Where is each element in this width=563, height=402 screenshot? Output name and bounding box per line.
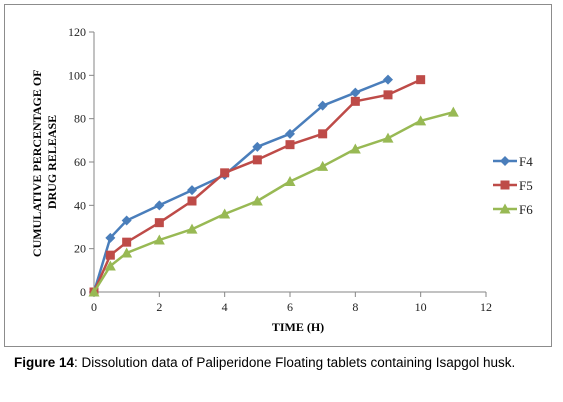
data-point-f5 [220, 168, 230, 178]
y-tick-label: 20 [74, 242, 86, 256]
y-axis-title: CUMULATIVE PERCENTAGE OF DRUG RELEASE [30, 67, 59, 257]
data-point-f4 [285, 128, 295, 139]
y-tick-label: 80 [74, 112, 86, 126]
data-point-f4 [187, 185, 197, 196]
series-line-f5 [92, 78, 422, 293]
y-tick-label: 120 [68, 25, 86, 39]
data-point-f5 [105, 250, 115, 260]
axes [89, 31, 487, 297]
data-point-f5 [383, 90, 393, 100]
legend: F4 F5 F6 [493, 154, 533, 217]
data-point-f4 [350, 87, 361, 98]
data-point-f5 [350, 96, 360, 106]
legend-marker [499, 203, 511, 214]
data-point-f6 [382, 132, 394, 143]
legend-label: F6 [519, 202, 533, 217]
y-tick-label: 60 [74, 155, 86, 169]
data-point-f5 [154, 218, 164, 228]
data-point-f6 [153, 234, 165, 245]
data-point-f6 [251, 195, 263, 206]
data-point-f4 [252, 141, 263, 152]
x-tick-label: 0 [91, 300, 97, 314]
data-point-f6 [219, 208, 231, 219]
x-axis-title: TIME (H) [272, 320, 324, 334]
figure-caption-label: Figure 14 [14, 355, 75, 370]
x-tick-label: 4 [222, 300, 228, 314]
chart-frame: 0 20 40 60 80 100 120 0 2 4 6 8 10 12 CUMULATIVE PERC… [4, 4, 552, 347]
x-tick-label: 12 [480, 300, 492, 314]
data-point-f4 [105, 232, 116, 243]
legend-entry-f4: F4 [493, 154, 533, 169]
x-tick-label: 10 [415, 300, 427, 314]
y-tick-label: 0 [80, 285, 86, 299]
data-point-f5 [252, 155, 262, 165]
data-point-f5 [187, 196, 197, 206]
legend-label: F4 [519, 154, 533, 169]
data-point-f6 [88, 286, 100, 297]
data-point-f6 [104, 260, 116, 271]
figure-caption-text: : Dissolution data of Paliperidone Float… [74, 355, 516, 370]
series-f6 [88, 106, 459, 297]
figure-caption: Figure 14: Dissolution data of Paliperid… [14, 354, 544, 372]
series-f5 [89, 75, 426, 297]
x-tick-label: 2 [156, 300, 162, 314]
y-axis-title-line-1: CUMULATIVE PERCENTAGE OF [30, 70, 44, 257]
x-tick-label: 8 [352, 300, 358, 314]
y-axis-title-line-2: DRUG RELEASE [45, 115, 59, 209]
legend-entry-f5: F5 [493, 178, 533, 193]
y-tick-label: 100 [68, 68, 86, 82]
data-point-f4 [121, 215, 132, 226]
data-point-f6 [415, 115, 427, 126]
x-tick-label: 6 [287, 300, 293, 314]
data-point-f6 [186, 223, 198, 234]
data-point-f5 [318, 129, 328, 139]
data-point-f5 [285, 140, 295, 150]
legend-label: F5 [519, 178, 533, 193]
tick-labels: 0 20 40 60 80 100 120 0 2 4 6 8 10 12 [68, 25, 492, 314]
legend-entry-f6: F6 [493, 202, 533, 217]
data-point-f6 [447, 106, 459, 117]
series-layer [88, 74, 459, 297]
line-chart: 0 20 40 60 80 100 120 0 2 4 6 8 10 12 CUMULATIVE PERC… [30, 25, 533, 334]
y-tick-label: 40 [74, 198, 86, 212]
legend-marker [500, 180, 510, 190]
data-point-f4 [383, 74, 393, 85]
data-point-f6 [317, 160, 329, 171]
data-point-f4 [154, 200, 165, 211]
data-point-f6 [349, 143, 361, 154]
data-point-f5 [122, 237, 132, 247]
data-point-f6 [284, 176, 296, 186]
data-point-f6 [121, 247, 133, 258]
legend-marker [500, 156, 510, 166]
data-point-f4 [317, 100, 328, 111]
data-point-f5 [416, 75, 426, 85]
